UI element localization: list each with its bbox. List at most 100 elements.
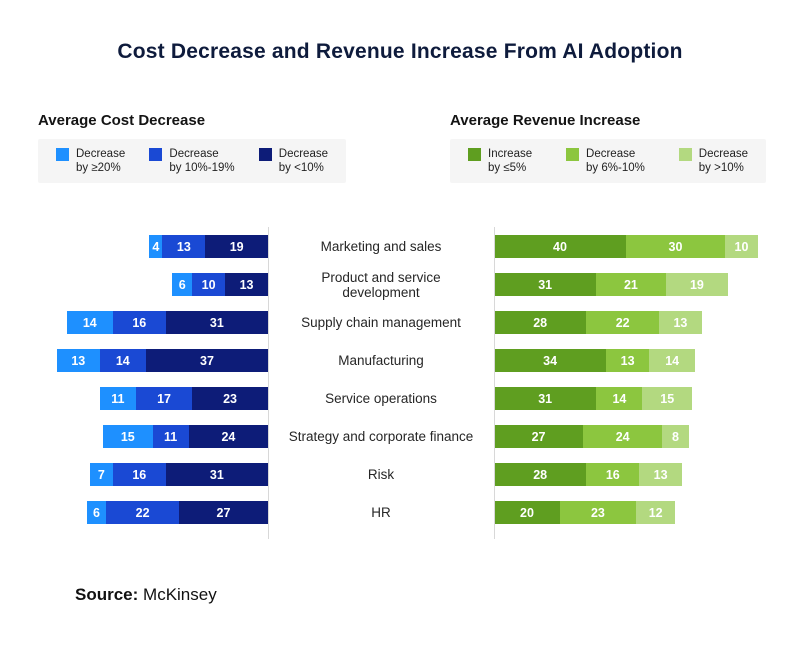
- category-label: Manufacturing: [338, 353, 424, 368]
- revenue-segment: 21: [596, 273, 666, 296]
- revenue-segment: 20: [494, 501, 560, 524]
- segment-value: 17: [157, 391, 172, 406]
- legend-swatch: [678, 148, 692, 161]
- legend-item: Decrease by 6%-10%: [566, 147, 645, 175]
- source-note: Source: McKinsey: [75, 585, 217, 605]
- segment-value: 14: [665, 353, 680, 368]
- revenue-segment: 13: [658, 311, 702, 334]
- segment-value: 24: [221, 429, 236, 444]
- segment-value: 40: [553, 239, 567, 254]
- cost-segment: 14: [99, 349, 146, 372]
- revenue-bar: 27 24 8: [494, 425, 760, 448]
- segment-value: 20: [520, 505, 534, 520]
- segment-value: 31: [538, 391, 553, 406]
- revenue-bar: 28 16 13: [494, 463, 760, 486]
- legend-item: Increase by ≤5%: [468, 147, 532, 175]
- segment-value: 15: [660, 391, 675, 406]
- revenue-segment: 27: [494, 425, 584, 448]
- chart-row: 15 11 24 Strategy and corporate finance 27 24…: [40, 425, 760, 448]
- category-label: Strategy and corporate finance: [288, 429, 474, 444]
- segment-value: 13: [620, 353, 635, 368]
- legend-swatch: [56, 148, 69, 161]
- segment-value: 4: [152, 239, 160, 254]
- chart-row: 14 16 31 Supply chain management 28 22 13: [40, 311, 760, 334]
- cost-bar: 15 11 24: [40, 425, 268, 448]
- cost-segment: 15: [103, 425, 153, 448]
- cost-segment: 22: [106, 501, 179, 524]
- revenue-bar: 34 13 14: [494, 349, 760, 372]
- revenue-bar: 31 21 19: [494, 273, 760, 296]
- legend-swatch: [566, 148, 580, 161]
- legend-swatch: [149, 148, 163, 161]
- cost-segment: 6: [86, 501, 107, 524]
- left-axis-line: [268, 227, 269, 539]
- segment-value: 13: [653, 467, 668, 482]
- revenue-segment: 40: [494, 235, 626, 258]
- legend-label: Decrease by <10%: [278, 148, 328, 174]
- segment-value: 10: [734, 239, 749, 254]
- segment-value: 31: [209, 315, 224, 330]
- segment-value: 7: [97, 467, 105, 482]
- segment-value: 12: [648, 505, 663, 520]
- revenue-segment: 28: [494, 311, 587, 334]
- chart-row: 11 17 23 Service operations 31 14 15: [40, 387, 760, 410]
- segment-value: 34: [543, 353, 558, 368]
- cost-segment: 13: [225, 273, 268, 296]
- cost-segment: 6: [172, 273, 193, 296]
- segment-value: 19: [229, 239, 244, 254]
- revenue-segment: 24: [583, 425, 663, 448]
- chart-row: 4 13 19 Marketing and sales 40 30 10: [40, 235, 760, 258]
- chart-row: 13 14 37 Manufacturing 34 13 14: [40, 349, 760, 372]
- segment-value: 22: [615, 315, 630, 330]
- segment-value: 24: [615, 429, 630, 444]
- cost-segment: 37: [145, 349, 268, 372]
- revenue-segment: 13: [606, 349, 650, 372]
- cost-segment: 23: [192, 387, 268, 410]
- cost-legend: Decrease by ≥20% Decrease by 10%-19% Decre…: [38, 139, 346, 183]
- cost-bar: 6 22 27: [40, 501, 268, 524]
- segment-value: 27: [531, 429, 546, 444]
- segment-value: 8: [672, 429, 679, 444]
- cost-heading: Average Cost Decrease: [38, 112, 206, 129]
- category-label: Supply chain management: [301, 315, 461, 330]
- cost-segment: 27: [178, 501, 268, 524]
- right-axis-line: [494, 227, 495, 539]
- segment-value: 6: [178, 277, 186, 292]
- cost-segment: 11: [152, 425, 189, 448]
- chart-row: 6 22 27 HR 20 23 12: [40, 501, 760, 524]
- legend-item: Decrease by ≥20%: [56, 147, 125, 175]
- segment-value: 13: [176, 239, 191, 254]
- cost-bar: 14 16 31: [40, 311, 268, 334]
- segment-value: 14: [82, 315, 97, 330]
- category-label: Product and service development: [321, 269, 441, 300]
- revenue-segment: 15: [642, 387, 692, 410]
- revenue-bar: 28 22 13: [494, 311, 760, 334]
- revenue-segment: 14: [596, 387, 643, 410]
- revenue-bar: 40 30 10: [494, 235, 760, 258]
- revenue-bar: 31 14 15: [494, 387, 760, 410]
- source-value: McKinsey: [143, 585, 217, 604]
- segment-value: 16: [132, 315, 147, 330]
- segment-value: 31: [209, 467, 224, 482]
- cost-bar: 7 16 31: [40, 463, 268, 486]
- cost-panel: Average Cost Decrease Decrease by ≥20% De…: [38, 112, 346, 183]
- category-label: Marketing and sales: [320, 239, 442, 254]
- legend-swatch: [258, 148, 272, 161]
- cost-segment: 31: [165, 311, 268, 334]
- segment-value: 13: [71, 353, 86, 368]
- segment-value: 22: [135, 505, 150, 520]
- cost-segment: 14: [66, 311, 113, 334]
- revenue-segment: 22: [586, 311, 659, 334]
- cost-segment: 16: [112, 311, 166, 334]
- cost-bar: 11 17 23: [40, 387, 268, 410]
- segment-value: 30: [668, 239, 683, 254]
- revenue-segment: 28: [494, 463, 587, 486]
- cost-segment: 24: [188, 425, 268, 448]
- chart-row: 7 16 31 Risk 28 16 13: [40, 463, 760, 486]
- legend-label: Decrease by 10%-19%: [169, 148, 235, 174]
- source-label: Source:: [75, 585, 139, 604]
- segment-value: 11: [164, 429, 178, 444]
- segment-value: 13: [673, 315, 688, 330]
- revenue-panel: Average Revenue Increase Increase by ≤5%…: [450, 112, 766, 183]
